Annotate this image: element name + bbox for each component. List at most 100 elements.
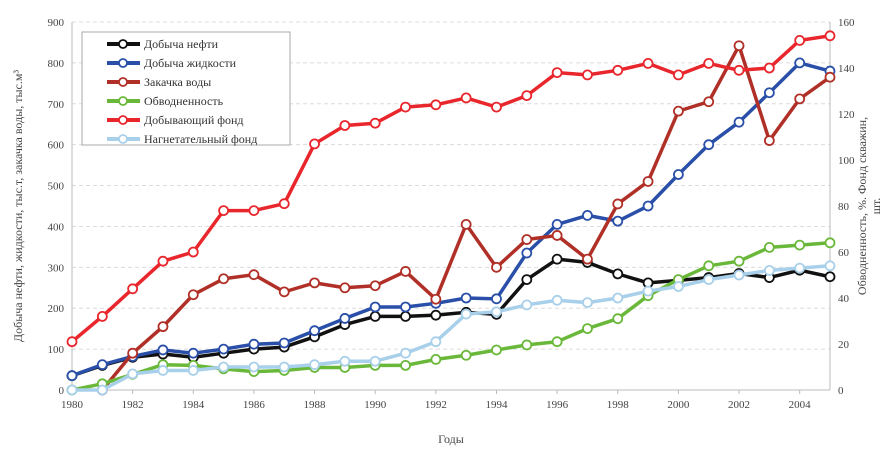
x-tick-label: 2002 [728,399,750,411]
data-point [824,30,836,42]
x-tick-label: 1998 [607,399,630,411]
data-point [278,286,290,298]
data-point [400,266,411,277]
data-point [733,269,745,281]
data-point [612,313,624,325]
legend-marker [118,58,128,68]
data-point [794,239,806,251]
data-point [400,310,411,322]
data-point [733,116,745,128]
y-tick-label: 600 [48,140,65,152]
data-point [248,338,260,350]
data-point [763,62,775,74]
data-point [824,260,836,272]
series-1 [66,57,836,382]
data-point [460,292,472,304]
data-point [187,246,199,258]
data-point [491,293,502,305]
data-point [157,344,169,356]
data-point [642,200,654,212]
data-point [582,323,593,334]
data-point [733,255,745,267]
data-point [369,301,381,313]
data-point [551,336,563,348]
legend-label: Добывающий фонд [144,113,244,127]
data-point [248,205,260,217]
data-point [612,198,624,210]
data-point [703,139,715,151]
data-point [491,261,502,273]
data-point [551,253,563,265]
x-tick-label: 1996 [546,399,569,411]
data-point [763,135,775,146]
data-point [218,361,230,373]
data-point [794,262,806,274]
data-point [794,57,806,69]
data-point [187,365,199,376]
y-tick-label: 200 [48,303,65,315]
data-point [369,117,381,129]
legend-marker [118,96,128,106]
data-point [703,96,715,108]
y-right-tick-label: 40 [838,293,850,305]
data-point [248,269,260,281]
data-point [824,271,836,283]
data-point [127,347,139,359]
data-point [339,282,351,294]
data-point [521,339,533,351]
data-point [582,253,593,265]
data-point [824,237,836,249]
x-tick-label: 1984 [182,399,205,411]
data-point [703,274,715,286]
data-point [521,247,533,259]
legend-label: Обводненность [144,94,224,108]
y-right-tick-label: 140 [838,63,855,75]
data-point [551,67,563,78]
data-point [763,241,775,253]
x-tick-label: 2004 [789,399,812,411]
data-point [460,218,472,230]
x-tick-label: 1980 [61,399,84,411]
data-point [278,361,290,373]
data-point [369,310,381,322]
y-tick-label: 100 [48,344,65,356]
y-tick-label: 300 [48,262,65,274]
data-point [309,138,320,150]
data-point [66,384,78,396]
data-point [521,274,533,286]
y-right-tick-label: 120 [838,109,855,121]
data-point [551,294,563,306]
data-point [248,361,260,373]
data-point [642,176,654,187]
x-axis-label: Годы [438,432,464,446]
legend-label: Добыча жидкости [144,56,237,70]
data-point [521,234,533,245]
data-point [551,230,563,241]
data-point [400,359,411,371]
data-point [430,354,442,365]
y-tick-label: 700 [48,99,65,111]
data-point [400,101,411,113]
data-point [612,215,624,227]
data-point [582,210,593,221]
data-point [309,277,320,289]
y-axis-label: Добыча нефти, жидкости, тыс.т, закачка в… [11,70,25,343]
legend-marker [118,39,128,49]
data-point [218,343,230,355]
data-point [157,321,169,333]
data-point [673,281,684,292]
data-point [400,347,411,359]
series-line [70,34,831,344]
y-right-tick-label: 100 [838,155,855,167]
data-point [157,365,169,376]
y-right-tick-label: 0 [838,385,844,397]
data-point [309,325,320,337]
data-point [824,71,836,83]
data-point [460,349,472,361]
x-tick-label: 1982 [122,399,144,411]
legend-marker [118,77,128,87]
y-tick-label: 800 [48,58,65,70]
legend-label: Закачка воды [144,75,211,89]
